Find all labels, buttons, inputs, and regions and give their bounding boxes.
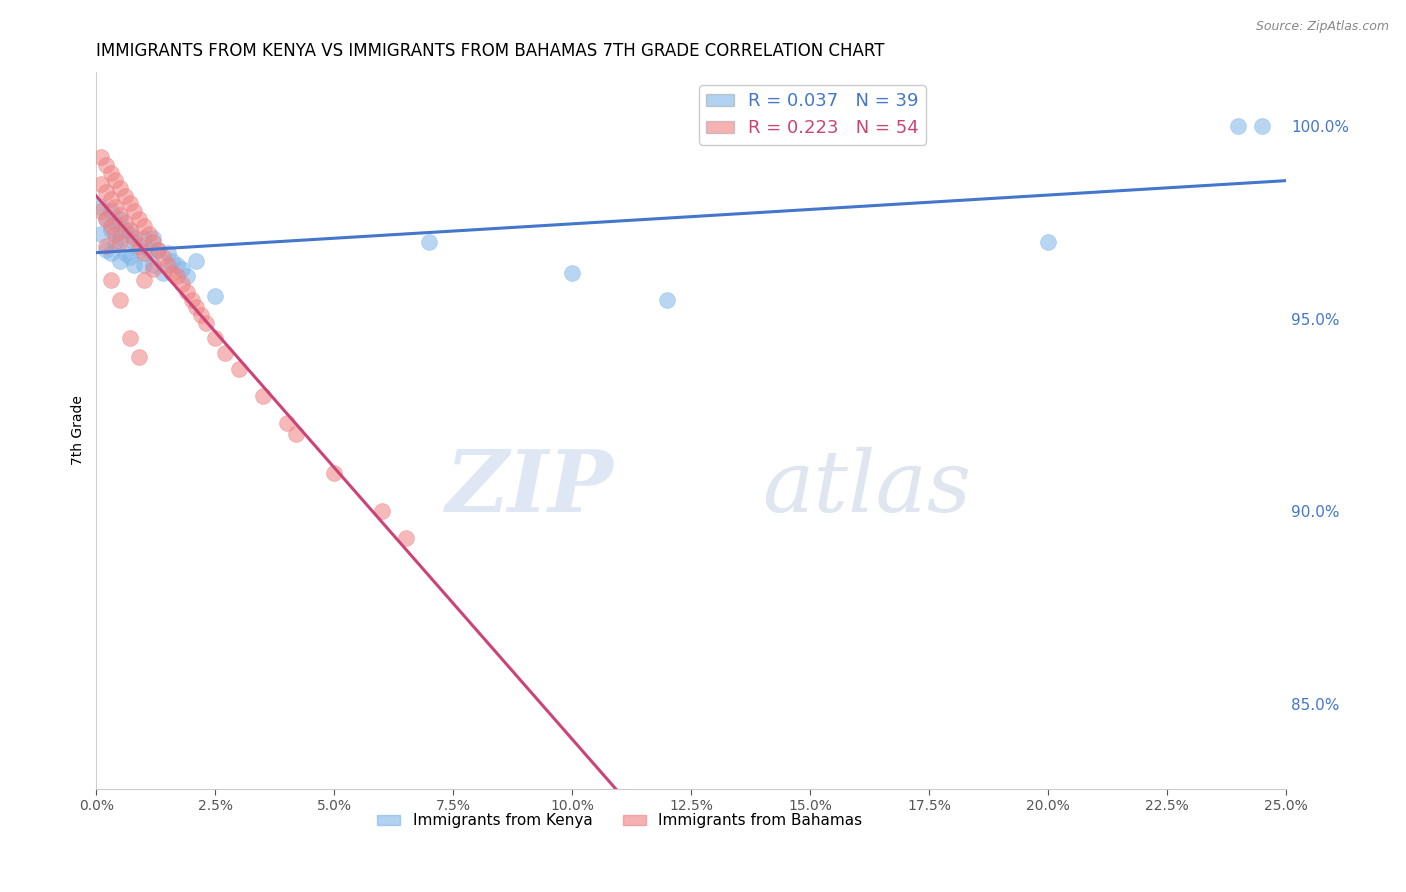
Point [170,261,193,276]
Point [371,504,394,518]
Point [152,266,174,280]
Point [132,258,155,272]
Point [90,204,112,219]
Point [418,235,440,249]
Point [285,427,308,442]
Point [118,331,141,345]
Point [1251,120,1274,134]
Text: IMMIGRANTS FROM KENYA VS IMMIGRANTS FROM BAHAMAS 7TH GRADE CORRELATION CHART: IMMIGRANTS FROM KENYA VS IMMIGRANTS FROM… [97,42,884,60]
Point [138,227,160,241]
Point [152,250,174,264]
Point [323,466,346,480]
Point [100,246,122,260]
Point [138,243,160,257]
Point [214,346,236,360]
Point [104,235,127,249]
Point [190,308,212,322]
Point [166,269,188,284]
Point [100,165,122,179]
Point [100,273,122,287]
Point [94,211,117,226]
Point [90,200,112,214]
Point [94,185,117,199]
Point [100,193,122,207]
Point [128,351,150,365]
Point [108,231,131,245]
Point [114,246,136,260]
Y-axis label: 7th Grade: 7th Grade [72,395,86,466]
Point [162,266,184,280]
Point [204,331,226,345]
Point [132,219,155,234]
Point [108,254,131,268]
Point [124,258,146,272]
Point [114,223,136,237]
Point [104,200,127,214]
Point [90,150,112,164]
Point [114,188,136,202]
Point [162,254,184,268]
Point [104,227,127,241]
Point [128,211,150,226]
Point [132,231,155,245]
Legend: Immigrants from Kenya, Immigrants from Bahamas: Immigrants from Kenya, Immigrants from B… [371,807,869,835]
Point [108,235,131,249]
Point [128,238,150,252]
Point [252,389,274,403]
Point [142,258,165,272]
Point [176,285,198,299]
Point [156,258,179,272]
Point [94,243,117,257]
Point [94,211,117,226]
Point [100,204,122,219]
Point [1036,235,1059,249]
Point [132,273,155,287]
Point [118,227,141,241]
Point [142,231,165,245]
Point [90,177,112,191]
Point [118,223,141,237]
Point [90,227,112,241]
Point [1227,120,1250,134]
Point [148,243,170,257]
Point [561,266,583,280]
Point [124,204,146,219]
Point [204,289,226,303]
Point [176,269,198,284]
Point [166,258,188,272]
Point [395,531,418,545]
Point [100,219,122,234]
Point [132,246,155,260]
Point [142,235,165,249]
Text: atlas: atlas [762,446,972,529]
Point [186,254,208,268]
Point [156,246,179,260]
Point [276,416,298,430]
Point [94,238,117,252]
Point [104,216,127,230]
Point [180,293,202,307]
Point [228,362,250,376]
Point [108,181,131,195]
Point [170,277,193,292]
Point [124,231,146,245]
Point [186,300,208,314]
Point [114,216,136,230]
Point [194,316,217,330]
Text: ZIP: ZIP [446,446,614,530]
Point [657,293,679,307]
Text: Source: ZipAtlas.com: Source: ZipAtlas.com [1256,20,1389,33]
Point [124,235,146,249]
Point [100,223,122,237]
Point [94,158,117,172]
Point [108,293,131,307]
Point [128,243,150,257]
Point [118,196,141,211]
Point [142,261,165,276]
Point [118,250,141,264]
Point [148,243,170,257]
Point [108,208,131,222]
Point [104,173,127,187]
Point [108,211,131,226]
